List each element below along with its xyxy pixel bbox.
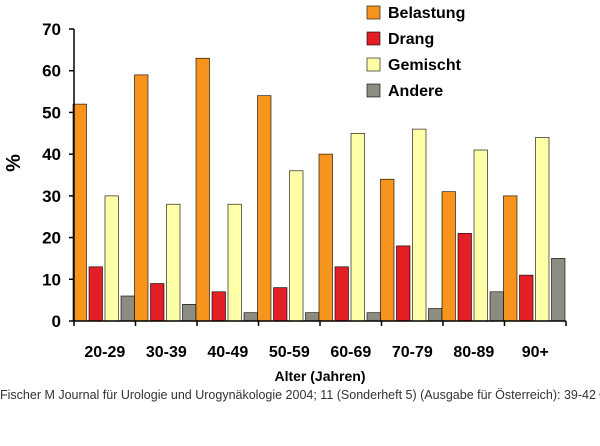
bar-andere-40-49 bbox=[243, 312, 258, 322]
y-tick-label: 60 bbox=[42, 62, 61, 81]
x-category-label: 70-79 bbox=[392, 344, 433, 361]
y-tick-label: 30 bbox=[42, 187, 61, 206]
x-category-label: 80-89 bbox=[453, 344, 494, 361]
legend-swatch-gemischt bbox=[366, 57, 381, 72]
bar-drang-80-89 bbox=[457, 233, 472, 322]
bar-andere-60-69 bbox=[366, 312, 381, 322]
bar-gemischt-40-49 bbox=[227, 203, 242, 322]
bar-drang-60-69 bbox=[334, 266, 349, 322]
bar-drang-90+ bbox=[519, 274, 534, 322]
legend-label-belastung: Belastung bbox=[388, 5, 465, 22]
bar-andere-20-29 bbox=[120, 295, 135, 322]
bar-andere-90+ bbox=[551, 258, 566, 322]
bar-andere-70-79 bbox=[428, 308, 443, 322]
bar-belastung-20-29 bbox=[72, 103, 87, 322]
bar-belastung-30-39 bbox=[134, 74, 149, 322]
x-category-label: 90+ bbox=[522, 344, 549, 361]
y-axis-title: % bbox=[3, 154, 25, 172]
bar-gemischt-80-89 bbox=[473, 149, 488, 322]
y-tick-label: 70 bbox=[42, 20, 61, 39]
citation-footer: Fischer M Journal für Urologie und Urogy… bbox=[0, 388, 600, 402]
bar-gemischt-70-79 bbox=[412, 128, 427, 322]
legend: Belastung Drang Gemischt Andere bbox=[366, 5, 465, 100]
x-category-label: 50-59 bbox=[269, 344, 310, 361]
x-category-label: 40-49 bbox=[207, 344, 248, 361]
bar-andere-80-89 bbox=[489, 291, 504, 322]
bar-belastung-50-59 bbox=[257, 95, 272, 322]
x-category-label: 30-39 bbox=[146, 344, 187, 361]
y-tick-label: 20 bbox=[42, 229, 61, 248]
bars-layer bbox=[72, 57, 566, 322]
x-axis-title: Alter (Jahren) bbox=[274, 368, 365, 384]
bar-gemischt-60-69 bbox=[350, 133, 365, 322]
y-axis-ticks: 0 10 20 30 40 50 60 70 bbox=[42, 20, 74, 331]
x-category-label: 20-29 bbox=[84, 344, 125, 361]
y-tick-label: 0 bbox=[52, 312, 61, 331]
x-category-label: 60-69 bbox=[330, 344, 371, 361]
legend-label-andere: Andere bbox=[388, 83, 443, 100]
bar-belastung-60-69 bbox=[318, 153, 333, 322]
bar-belastung-70-79 bbox=[380, 178, 395, 322]
bar-drang-40-49 bbox=[211, 291, 226, 322]
legend-swatch-belastung bbox=[366, 5, 381, 20]
bar-drang-20-29 bbox=[88, 266, 103, 322]
legend-swatch-andere bbox=[366, 83, 381, 98]
bar-drang-50-59 bbox=[273, 287, 288, 322]
y-tick-label: 40 bbox=[42, 145, 61, 164]
legend-label-gemischt: Gemischt bbox=[388, 57, 462, 74]
bar-andere-50-59 bbox=[305, 312, 320, 322]
bar-drang-30-39 bbox=[150, 283, 165, 322]
bar-andere-30-39 bbox=[182, 303, 197, 322]
legend-swatch-drang bbox=[366, 31, 381, 46]
y-tick-label: 10 bbox=[42, 270, 61, 289]
bar-gemischt-50-59 bbox=[289, 170, 304, 322]
bar-drang-70-79 bbox=[396, 245, 411, 322]
x-axis-ticks: 20-29 30-39 40-49 50-59 60-69 70-79 80-89 90+ bbox=[73, 321, 567, 361]
bar-belastung-90+ bbox=[503, 195, 518, 322]
bar-gemischt-90+ bbox=[535, 137, 550, 322]
bar-belastung-80-89 bbox=[441, 191, 456, 322]
bar-belastung-40-49 bbox=[195, 57, 210, 322]
bar-gemischt-20-29 bbox=[104, 195, 119, 322]
legend-label-drang: Drang bbox=[388, 31, 434, 48]
y-tick-label: 50 bbox=[42, 103, 61, 122]
bar-gemischt-30-39 bbox=[166, 203, 181, 322]
